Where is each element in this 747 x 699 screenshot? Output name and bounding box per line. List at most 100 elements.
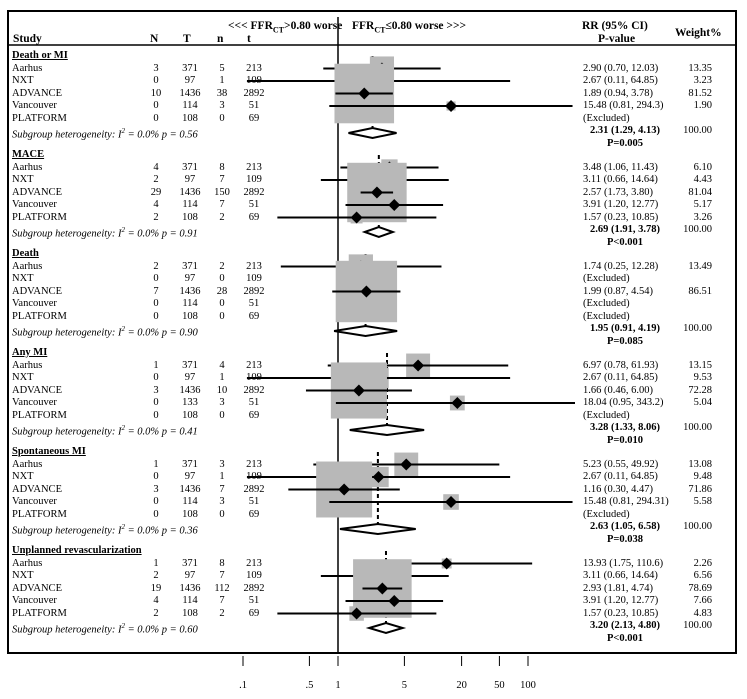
study-name: NXT [12,273,34,284]
point-estimate [376,582,389,595]
study-T: 114 [182,100,198,111]
study-T: 371 [182,458,198,470]
study-t: 51 [248,298,260,309]
study-name: PLATFORM [12,310,67,322]
study-T: 114 [182,595,198,606]
study-n: 3 [219,100,225,111]
study-T: 108 [182,310,198,322]
study-name: PLATFORM [12,508,67,520]
study-T: 97 [184,471,196,482]
study-T: 371 [182,62,198,74]
study-N: 10 [150,87,162,99]
study-n: 1 [219,372,225,383]
study-rr-ci: (Excluded) [583,112,630,124]
study-name: Aarhus [12,161,43,173]
study-T: 114 [182,199,198,210]
study-N: 0 [153,100,159,111]
group-title: Any MI [12,347,48,358]
study-n: 5 [219,62,225,74]
study-T: 371 [182,557,198,569]
study-name: Aarhus [12,62,43,74]
study-rr-ci: 1.16 (0.30, 4.47) [583,483,653,495]
study-N: 0 [153,496,159,507]
group-title: Spontaneous MI [12,446,86,457]
study-name: Aarhus [12,557,43,569]
study-weight: 9.53 [693,372,712,383]
study-n: 3 [219,458,225,470]
study-t: 2892 [243,483,265,495]
study-name: Vancouver [12,397,57,408]
summary-pvalue: P=0.010 [607,435,644,446]
study-n: 3 [219,496,225,507]
point-estimate [451,397,464,409]
group-title: Death or MI [12,50,68,61]
study-N: 19 [150,582,162,594]
study-rr-ci: 3.91 (1.20, 12.77) [583,199,659,210]
study-name: Vancouver [12,100,57,111]
axis-tick-label: .5 [305,680,314,691]
point-estimate [400,458,413,471]
study-name: ADVANCE [12,186,62,198]
study-N: 1 [153,557,159,569]
study-n: 2 [219,607,225,619]
summary-rr-ci: 1.95 (0.91, 4.19) [590,323,660,334]
heterogeneity: Subgroup heterogeneity: I2 = 0.0% p = 0.… [12,127,198,141]
study-t: 69 [248,310,260,322]
study-name: NXT [12,570,34,581]
study-weight: 5.17 [693,199,712,210]
study-weight: 2.26 [693,557,712,569]
study-t: 213 [246,359,262,371]
study-n: 28 [216,285,228,297]
axis-tick-label: 1 [335,680,341,691]
study-t: 69 [248,112,260,124]
study-N: 2 [153,211,159,223]
study-rr-ci: 1.57 (0.23, 10.85) [583,607,659,619]
summary-rr-ci: 3.28 (1.33, 8.06) [590,422,660,433]
study-rr-ci: 2.67 (0.11, 64.85) [583,372,658,383]
study-weight: 86.51 [688,285,712,297]
summary-pvalue: P=0.038 [607,534,644,545]
header-weight: Weight% [675,27,722,39]
study-rr-ci: 3.11 (0.66, 14.64) [583,570,658,581]
study-rr-ci: 2.93 (1.81, 4.74) [583,582,653,594]
study-N: 4 [153,161,159,173]
study-N: 3 [153,483,159,495]
header-pvalue: P-value [598,33,636,45]
study-T: 108 [182,211,198,223]
study-T: 114 [182,496,198,507]
study-n: 7 [219,483,225,495]
header-left-worse: <<< FFRCT>0.80 worse [228,20,343,35]
study-rr-ci: 1.99 (0.87, 4.54) [583,285,653,297]
study-rr-ci: 1.74 (0.25, 12.28) [583,260,659,272]
study-N: 0 [153,75,159,86]
study-T: 1436 [179,87,201,99]
group-title: Death [12,248,39,259]
study-n: 2 [219,211,225,223]
heterogeneity-prefix: Subgroup heterogeneity: I [12,624,122,636]
study-t: 213 [246,260,262,272]
group-title: Unplanned revascularization [12,545,142,556]
study-rr-ci: (Excluded) [583,310,630,322]
study-t: 2892 [243,285,265,297]
study-t: 69 [248,508,260,520]
study-T: 108 [182,508,198,520]
study-weight: 3.26 [693,211,712,223]
study-t: 109 [246,570,262,581]
study-weight: 6.56 [693,570,712,581]
point-estimate [372,471,385,483]
study-n: 7 [219,174,225,185]
study-t: 2892 [243,582,265,594]
study-name: Aarhus [12,458,43,470]
study-N: 3 [153,62,159,74]
study-t: 51 [248,397,260,408]
study-n: 10 [216,384,228,396]
study-t: 2892 [243,384,265,396]
study-N: 29 [150,186,162,198]
point-estimate [338,483,351,496]
study-weight: 13.15 [688,359,712,371]
study-T: 97 [184,273,196,284]
study-name: PLATFORM [12,112,67,124]
heterogeneity-suffix: = 0.0% p = 0.41 [124,426,198,438]
study-N: 0 [153,310,159,322]
summary-diamond [361,225,396,239]
